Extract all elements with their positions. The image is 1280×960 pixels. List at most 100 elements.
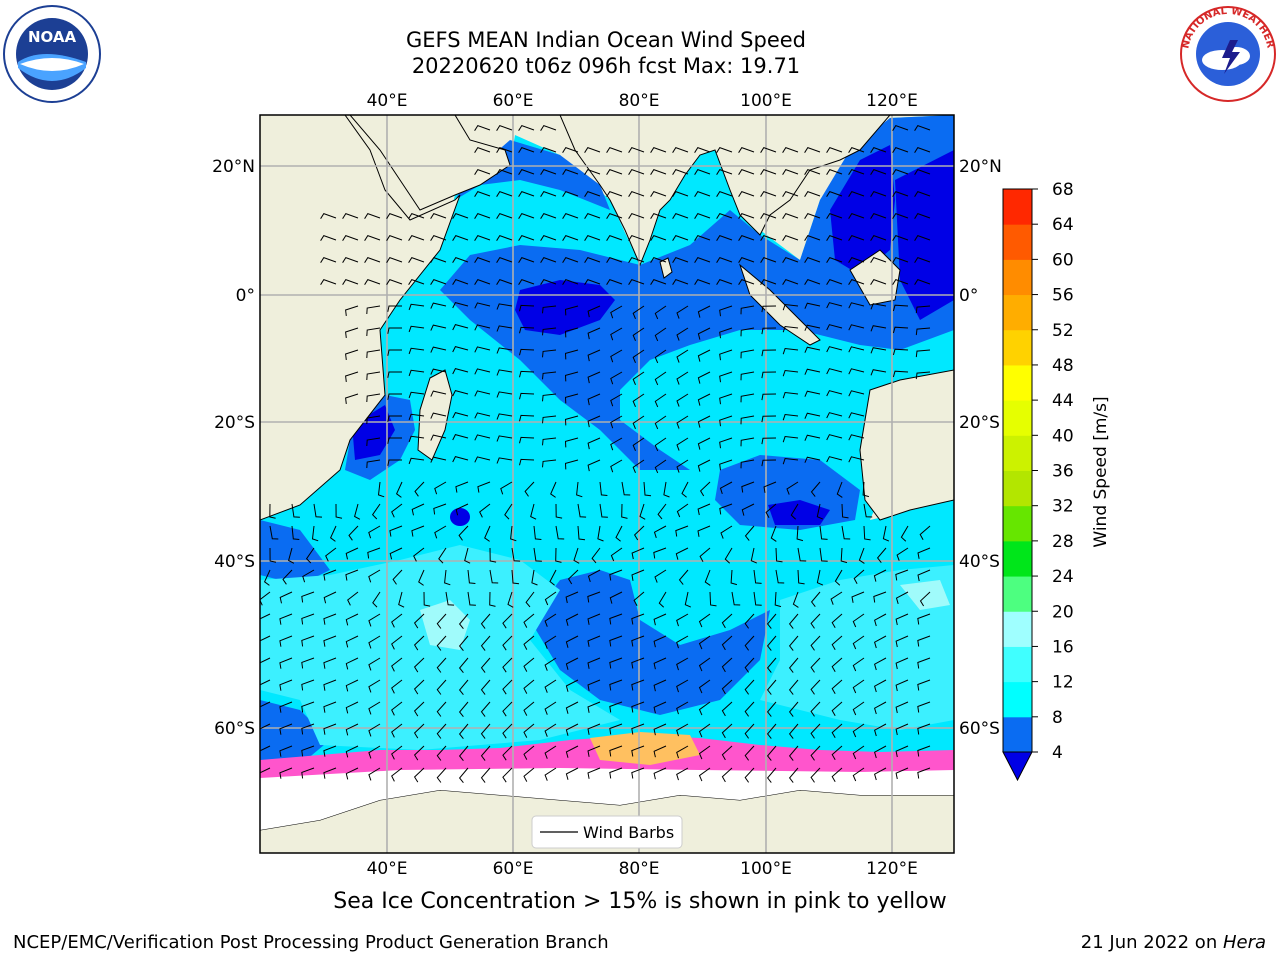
wind-barb [549,569,557,586]
lon-label-top: 80°E [619,91,660,111]
wind-barb [368,635,381,649]
wind-barb [848,278,865,285]
wind-barb [480,745,491,761]
wind-barb [870,212,887,219]
wind-barb [892,304,909,312]
wind-barb [698,745,711,760]
wind-barb [368,613,381,627]
wind-barb [458,525,469,541]
wind-barb [676,767,689,781]
wind-barb [496,168,513,175]
wind-barb [587,437,601,450]
wind-barb [260,679,271,692]
wind-barb [650,278,667,285]
wind-barb [654,349,667,364]
wind-barb [584,190,601,197]
wind-barb [895,745,909,758]
wind-barb [387,327,402,334]
wind-barb [631,679,645,691]
wind-barb [565,591,579,604]
wind-barb [544,723,557,737]
wind-barb [738,190,755,197]
wind-barb [797,547,807,562]
sea-ice-shelf [260,768,954,830]
wind-barb [320,256,337,263]
wind-barb [606,168,623,175]
wind-barb [719,327,733,339]
wind-barb [544,679,557,693]
wind-barb [775,547,783,563]
wind-barb [502,613,513,629]
wind-barb [870,146,887,153]
wind-barb [430,324,447,331]
wind-barb [826,390,843,397]
wind-barb [430,302,447,309]
wind-barb [632,437,645,451]
wind-barb [874,767,887,781]
wind-barb [650,234,667,241]
wind-barb [826,412,843,419]
wind-barb [301,767,315,779]
wind-barb [587,679,601,691]
colorbar-swatch [1003,364,1032,401]
wind-barb [761,459,777,467]
wind-barb [848,412,865,419]
wind-barb [587,459,601,472]
wind-barb [496,457,513,464]
wind-barb [452,324,469,331]
wind-barb [587,569,601,583]
wind-barb [474,390,491,397]
wind-barb [804,278,821,285]
wind-barb [804,212,821,219]
wind-barb [452,368,469,375]
wind-barb [917,547,931,559]
wind-barb [519,326,535,334]
wind-barb [633,591,645,606]
wind-barb [699,481,711,497]
wind-barb [628,190,645,197]
wind-barb [766,745,777,761]
wind-barb [496,278,513,285]
wind-barb [368,569,381,583]
wind-barb [804,146,821,153]
wind-barb [826,434,843,441]
wind-barb [577,525,586,541]
lat-label-right: 20°N [959,157,1002,177]
wind-barb [876,547,887,564]
wind-barb [518,256,535,263]
wind-barb [738,256,755,263]
wind-barb [719,503,733,515]
wind-barb [279,679,293,691]
wind-barb [345,613,359,626]
wind-barb [917,723,931,735]
wind-barb [782,435,799,443]
wind-barb [804,434,821,441]
wind-barb [540,146,557,153]
lat-label-left: 20°N [212,157,255,177]
wind-barb [672,146,689,153]
wind-barb [345,547,359,560]
wind-barb [301,723,315,735]
wind-barb [609,591,623,604]
wind-barb [323,591,337,604]
wind-barb [744,613,755,629]
wind-barb [653,635,667,648]
wind-barb [744,745,755,761]
wind-barb [915,327,931,336]
wind-barb [610,349,623,363]
lon-label-bottom: 80°E [619,859,660,879]
wind-barb [633,525,645,541]
wind-barb [474,190,491,197]
wind-barb [335,503,343,519]
wind-barb [788,767,799,783]
wind-barb [848,146,865,153]
wind-barb [368,525,381,539]
wind-barb [524,481,535,497]
wind-barb [731,591,741,606]
wind-barb [533,525,542,540]
wind-barb [788,657,799,673]
wind-barb [698,701,711,716]
wind-barb [694,256,711,263]
wind-barb [862,481,870,498]
